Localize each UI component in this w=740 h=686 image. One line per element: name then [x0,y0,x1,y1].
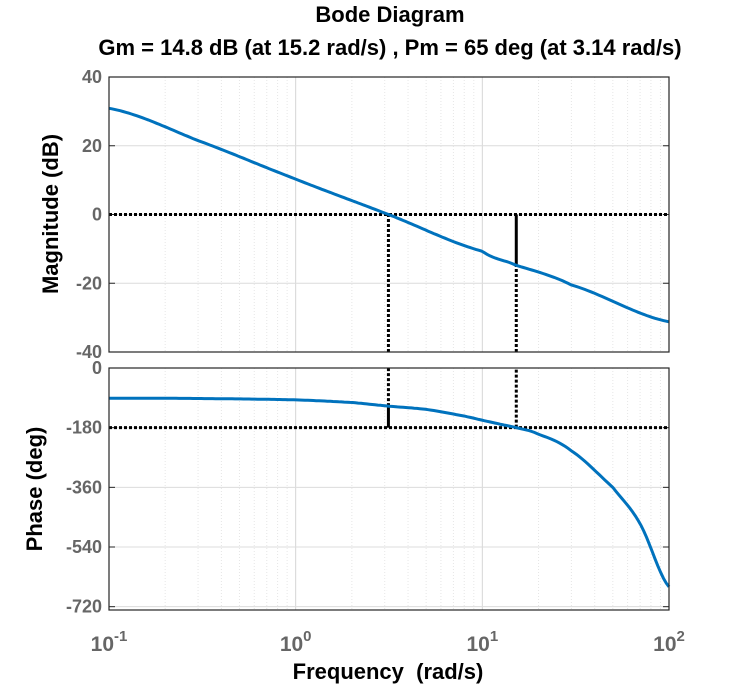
chart-subtitle: Gm = 14.8 dB (at 15.2 rad/s) , Pm = 65 d… [98,35,681,60]
chart-title: Bode Diagram [315,2,464,27]
x-tick-label: 10-1 [91,628,128,656]
magnitude-axes-frame [108,76,670,353]
x-tick-label: 101 [466,628,498,656]
x-tick-label: 102 [653,628,685,656]
x-tick-label: 100 [280,628,312,656]
phase-y-tick-label: 0 [92,358,102,378]
magnitude-y-tick-label: 0 [92,205,102,225]
phase-series-line [109,396,671,588]
phase-axis-label: Phase (deg) [22,427,47,552]
phase-y-tick-label: -720 [66,597,102,617]
magnitude-y-tick-label: -40 [76,342,102,362]
magnitude-y-tick-label: 40 [82,67,102,87]
magnitude-series-line [108,106,670,324]
phase-axes-frame [108,367,670,611]
phase-panel: 0 -180 -360 -540 -720 [66,358,671,617]
magnitude-y-tick-label: -20 [76,273,102,293]
phase-y-tick-label: -180 [66,418,102,438]
frequency-axis-label: Frequency (rad/s) [293,659,484,684]
magnitude-grid [108,76,669,353]
magnitude-panel: 40 20 0 -20 -40 [76,67,670,362]
x-tick-labels: 10-1 100 101 102 [91,628,685,656]
phase-y-tick-label: -540 [66,537,102,557]
magnitude-y-tick-label: 20 [82,136,102,156]
magnitude-axis-label: Magnitude (dB) [38,134,63,294]
phase-y-tick-label: -360 [66,477,102,497]
